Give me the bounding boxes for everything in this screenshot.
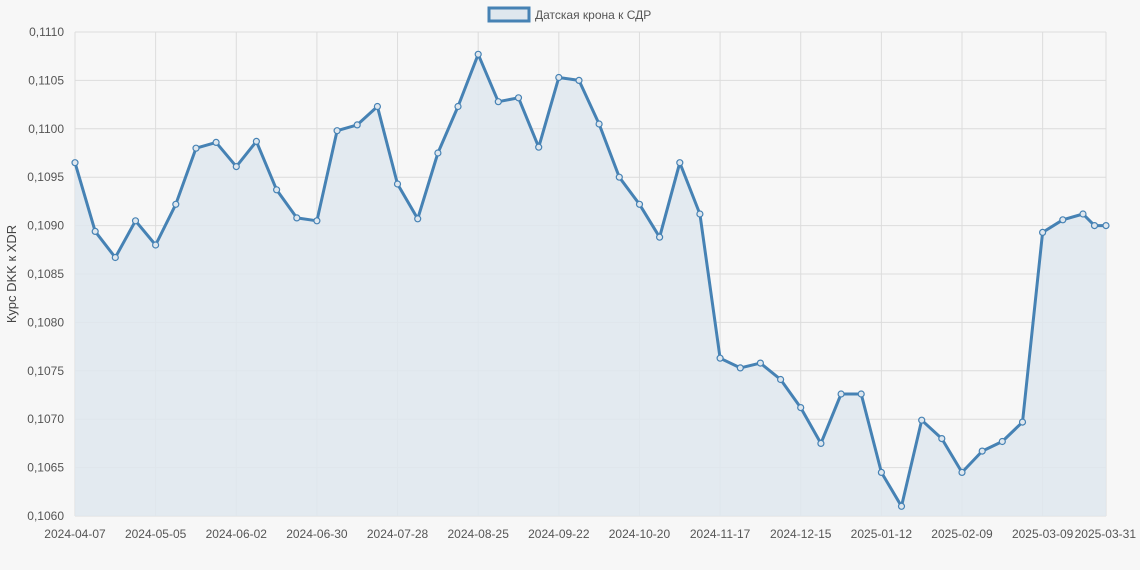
data-point [555, 73, 563, 82]
x-tick-label: 2025-03-09 [1012, 527, 1074, 541]
x-tick-label: 2024-05-05 [125, 527, 187, 541]
data-point [252, 137, 260, 145]
legend-label: Датская крона к СДР [535, 8, 651, 22]
data-point [535, 143, 543, 151]
data-point [918, 416, 926, 424]
data-point [454, 102, 462, 111]
y-tick-label: 0,1080 [27, 315, 64, 329]
data-point [857, 390, 865, 398]
data-point [131, 217, 140, 225]
data-point [373, 102, 381, 111]
x-tick-label: 2025-01-12 [851, 527, 913, 541]
data-point [1102, 222, 1110, 230]
x-tick-label: 2024-12-15 [770, 527, 832, 541]
series-points [71, 50, 1110, 510]
data-point [1079, 210, 1087, 218]
legend[interactable]: Датская крона к СДР [487, 6, 651, 23]
x-axis-tick-labels: 2024-04-07 2024-05-05 2024-06-02 2024-06-30… [44, 527, 1136, 541]
y-tick-label: 0,1065 [27, 461, 64, 475]
x-tick-label: 2025-02-09 [931, 527, 993, 541]
data-point [494, 98, 502, 106]
data-point [736, 364, 744, 372]
data-point [837, 390, 845, 398]
data-point [776, 375, 785, 384]
data-point [756, 359, 765, 367]
x-tick-label: 2024-08-25 [447, 527, 509, 541]
x-tick-label: 2024-11-17 [690, 527, 751, 541]
y-tick-label: 0,1095 [27, 170, 64, 184]
y-tick-label: 0,1110 [29, 25, 64, 39]
data-point [393, 180, 402, 188]
data-point [1038, 228, 1047, 236]
data-point [595, 120, 603, 128]
y-tick-label: 0,1075 [27, 364, 64, 378]
y-tick-label: 0,1060 [27, 509, 64, 523]
data-point [676, 159, 684, 167]
data-point [635, 200, 644, 208]
data-point [978, 447, 986, 455]
data-point [353, 121, 361, 129]
x-tick-label: 2024-09-22 [528, 527, 590, 541]
data-point [716, 354, 724, 362]
legend-swatch [487, 6, 531, 23]
y-tick-label: 0,1105 [28, 73, 64, 87]
y-tick-label: 0,1090 [27, 219, 64, 233]
data-point [152, 241, 160, 249]
x-tick-label: 2024-06-02 [206, 527, 268, 541]
data-point [817, 439, 825, 447]
data-point [998, 437, 1006, 446]
data-point [1090, 222, 1099, 230]
data-point [91, 227, 99, 235]
data-point [938, 435, 946, 443]
data-point [313, 217, 321, 225]
data-point [615, 173, 623, 181]
data-point [575, 76, 583, 85]
x-tick-label: 2024-04-07 [44, 527, 106, 541]
y-axis-tick-labels: 0,1060 0,1065 0,1070 0,1075 0,1080 0,1085 0,10… [27, 25, 64, 523]
data-point [514, 94, 523, 102]
data-point [655, 233, 664, 241]
y-tick-label: 0,1070 [27, 412, 64, 426]
y-tick-label: 0,1085 [27, 267, 64, 281]
data-point [797, 404, 805, 412]
data-point [958, 468, 966, 476]
x-tick-label: 2024-07-28 [367, 527, 429, 541]
data-point [172, 200, 180, 208]
data-point [696, 210, 704, 218]
y-axis-title: Курс DKK к XDR [4, 225, 19, 323]
y-tick-label: 0,1100 [28, 122, 64, 136]
data-point [293, 214, 301, 222]
data-point [192, 144, 200, 152]
data-point [897, 502, 906, 510]
data-point [212, 138, 220, 146]
series-area [75, 54, 1106, 517]
data-point [474, 50, 482, 58]
data-point [877, 468, 886, 476]
x-tick-label: 2024-10-20 [609, 527, 671, 541]
data-point [273, 186, 281, 194]
data-point [333, 127, 341, 135]
x-tick-label: 2025-03-31 [1075, 527, 1137, 541]
x-tick-label: 2024-06-30 [286, 527, 348, 541]
data-point [111, 253, 119, 262]
data-point [1059, 216, 1067, 224]
data-point [71, 159, 79, 167]
data-point [414, 215, 422, 223]
area-fill [75, 54, 1106, 517]
data-point [1018, 418, 1027, 426]
data-point [232, 163, 240, 171]
data-point [434, 149, 442, 157]
